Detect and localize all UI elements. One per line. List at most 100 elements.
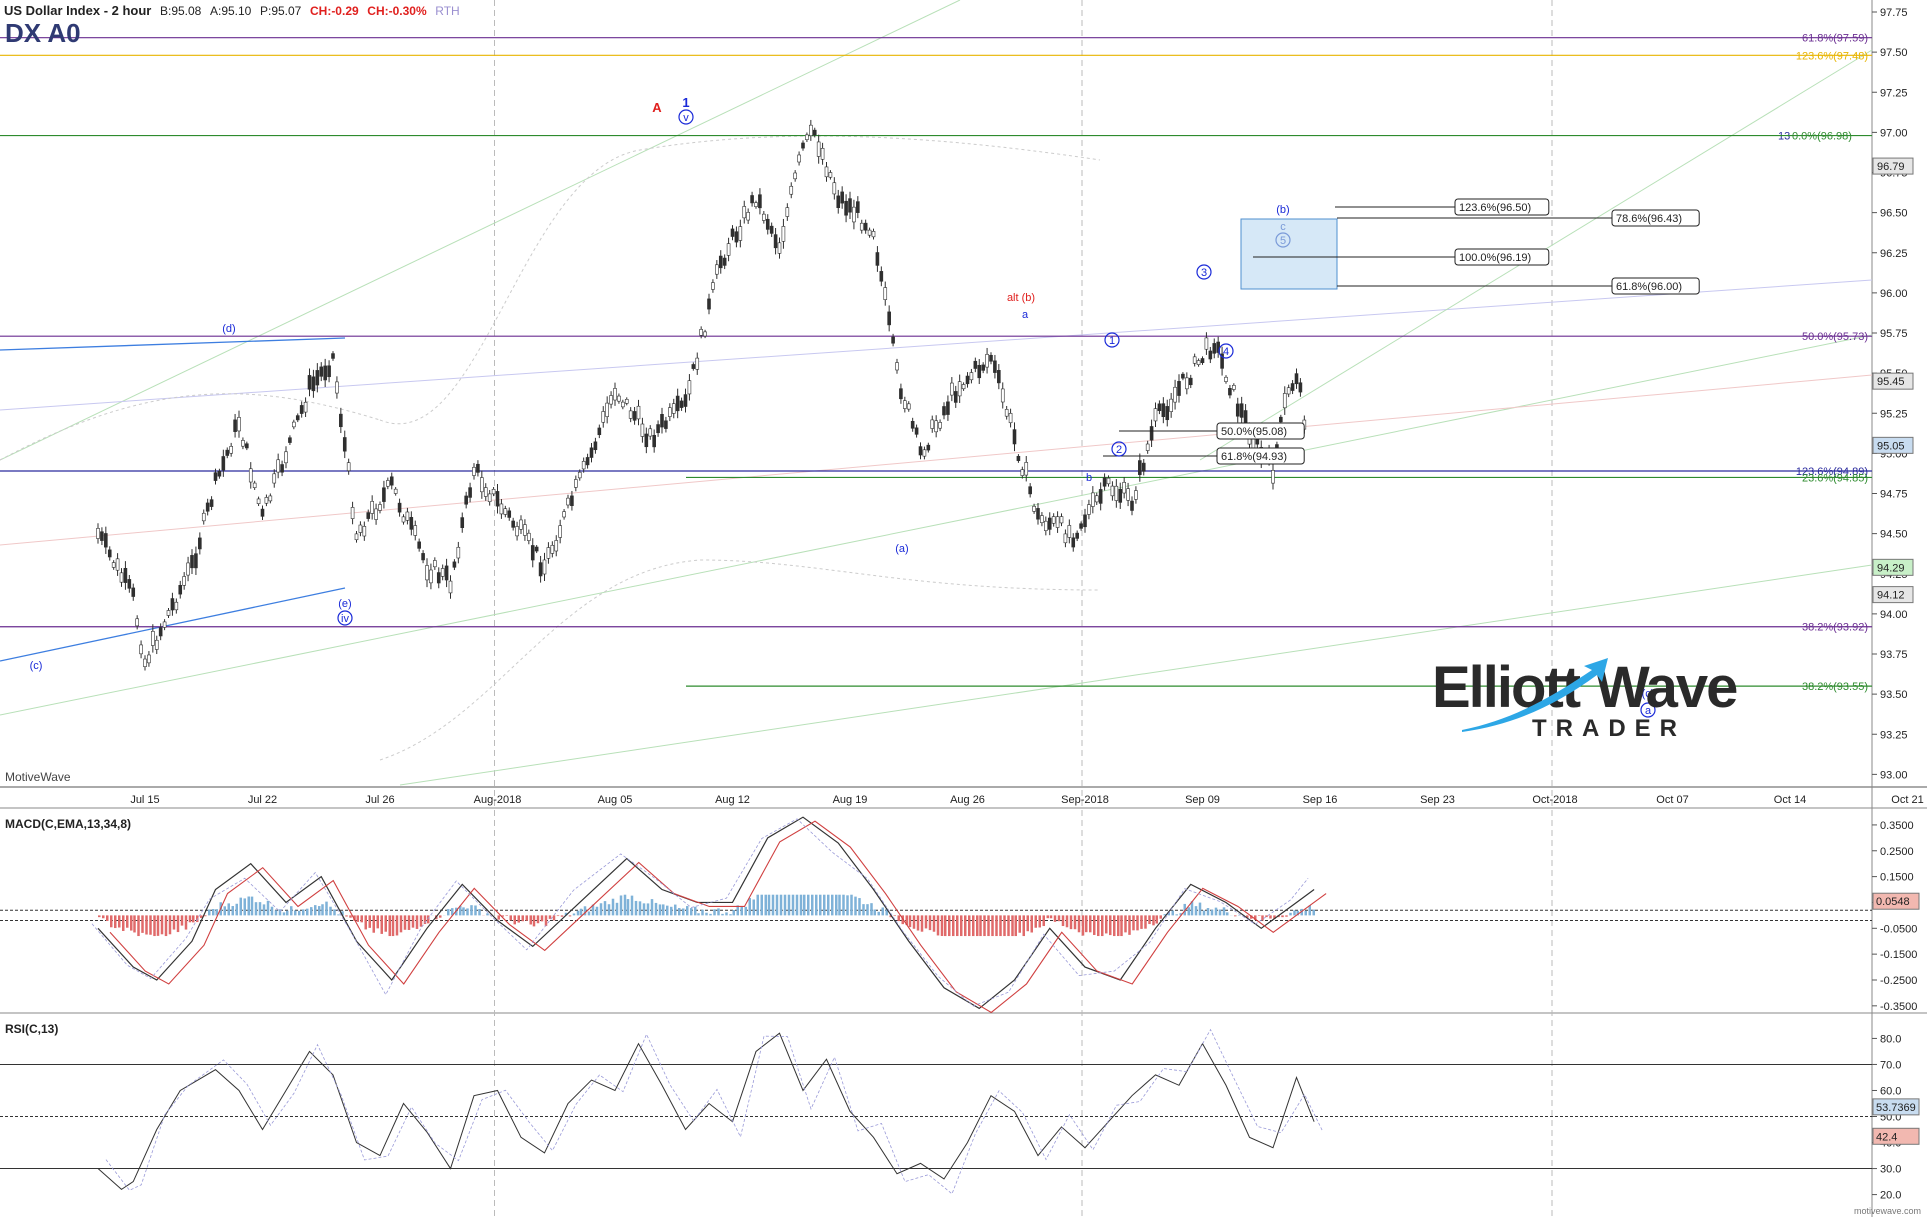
macd-hist-bar <box>126 915 129 928</box>
macd-hist-bar <box>803 894 806 916</box>
macd-y-label: 0.2500 <box>1880 846 1914 858</box>
candle-body <box>1118 488 1123 503</box>
macd-hist-bar <box>1179 913 1182 916</box>
macd-hist-bar <box>1038 915 1041 928</box>
candle-body <box>162 621 167 628</box>
macd-hist-bar <box>1281 915 1284 918</box>
macd-hist-bar <box>1034 915 1037 928</box>
macd-hist-bar <box>192 915 195 923</box>
candle-body <box>409 517 414 530</box>
macd-hist-bar <box>290 906 293 916</box>
candle-body <box>1126 488 1130 501</box>
candle-body <box>644 433 649 448</box>
candle-body <box>260 508 265 517</box>
candle-body <box>875 252 880 266</box>
macd-hist-bar <box>1214 907 1218 916</box>
macd-line <box>97 816 1315 1010</box>
candle-body <box>393 488 398 494</box>
candle-body <box>989 354 993 362</box>
macd-hist-bar <box>783 894 787 916</box>
macd-hist-bar <box>122 915 125 931</box>
wave-label: (c) <box>1642 688 1655 700</box>
candle-body <box>1224 376 1228 382</box>
macd-hist-bar <box>380 915 383 934</box>
macd-hist-bar <box>858 898 861 916</box>
wave-circle <box>1640 702 1656 718</box>
macd-hist-bar <box>153 915 156 937</box>
candle-body <box>754 202 758 207</box>
macd-hist-bar <box>532 915 536 927</box>
candle-body <box>217 470 222 477</box>
candle-body <box>483 487 488 497</box>
macd-hist-bar <box>419 915 423 927</box>
price-tag <box>1872 372 1914 390</box>
candle-body <box>953 391 958 403</box>
macd-hist-bar <box>250 896 254 916</box>
candle-body <box>1130 500 1134 511</box>
wave-trendline <box>0 587 346 662</box>
candle-body <box>871 231 876 238</box>
macd-hist-bar <box>133 915 136 933</box>
level-label: 0.0%(96.98) <box>1792 131 1852 143</box>
macd-hist-bar <box>1124 915 1127 933</box>
macd-y-label: 0.3500 <box>1880 820 1914 832</box>
candle-body <box>668 407 672 417</box>
macd-hist-bar <box>247 896 250 916</box>
band-lower <box>379 559 1101 761</box>
macd-hist-bar <box>388 915 391 937</box>
macd-hist-bar <box>854 896 857 916</box>
wave-label: (a) <box>895 543 908 555</box>
macd-hist-bar <box>630 895 634 916</box>
macd-hist-bar <box>1163 914 1166 916</box>
candle-body <box>793 172 797 180</box>
macd-hist-bar <box>889 915 892 918</box>
macd-hist-bar <box>842 894 845 916</box>
candle-body <box>597 427 602 436</box>
macd-hist-bar <box>912 915 916 929</box>
candle-body <box>213 472 218 481</box>
candle-body <box>241 440 245 447</box>
candle-body <box>268 495 273 502</box>
macd-hist-bar <box>862 904 865 916</box>
macd-hist-bar <box>395 915 399 936</box>
candle-body <box>123 567 128 583</box>
macd-hist-bar <box>987 915 990 937</box>
macd-hist-bar <box>1198 902 1202 916</box>
candle-body <box>738 226 743 241</box>
macd-hist-bar <box>1300 908 1303 916</box>
macd-hist-bar <box>1042 915 1045 927</box>
y-tick-label: 97.25 <box>1880 87 1908 99</box>
candle-body <box>201 512 206 522</box>
macd-hist-bar <box>349 915 352 918</box>
macd-hist-bar <box>235 903 238 916</box>
y-tick-label: 94.75 <box>1880 489 1908 501</box>
macd-hist-bar <box>615 902 619 916</box>
macd-hist-bar <box>1304 910 1307 916</box>
macd-hist-bar <box>1218 909 1222 916</box>
macd-hist-bar <box>239 897 242 916</box>
macd-hist-bar <box>928 915 932 931</box>
wave-label: c <box>1280 221 1286 233</box>
macd-hist-bar <box>850 894 853 916</box>
candle-body <box>887 311 891 326</box>
macd-hist-bar <box>376 915 379 929</box>
candle-body <box>362 526 367 537</box>
wave-label: v <box>683 112 689 124</box>
fib-box <box>1216 447 1305 465</box>
macd-hist-bar <box>466 908 469 916</box>
candle-body <box>797 154 801 163</box>
macd-y-label: -0.3500 <box>1880 1001 1917 1013</box>
macd-hist-bar <box>748 898 751 916</box>
candle-body <box>264 497 269 504</box>
candle-body <box>722 257 727 266</box>
candle-body <box>1169 398 1173 412</box>
candle-body <box>104 533 108 548</box>
macd-hist-bar <box>505 915 508 916</box>
macd-hist-bar <box>1018 915 1021 933</box>
candle-body <box>957 381 962 397</box>
macd-hist-bar <box>885 908 888 916</box>
y-tick-label: 93.50 <box>1880 689 1908 701</box>
macd-hist-bar <box>1089 915 1092 933</box>
macd-hist-bar <box>102 915 105 919</box>
macd-hist-bar <box>325 901 328 916</box>
